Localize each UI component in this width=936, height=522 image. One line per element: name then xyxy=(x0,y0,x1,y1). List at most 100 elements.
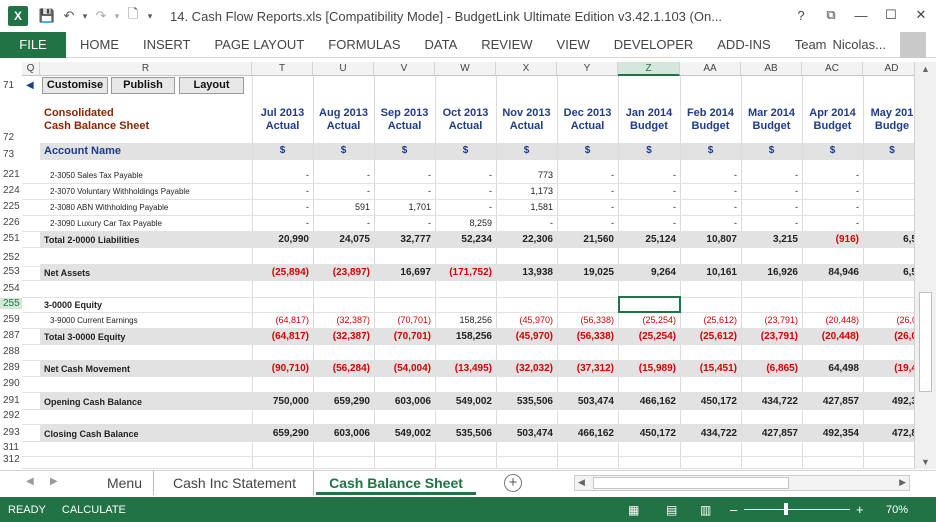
vertical-scrollbar[interactable]: ▲ ▼ xyxy=(914,62,936,469)
table-cell[interactable]: 158,256 xyxy=(455,331,492,342)
table-cell[interactable]: - xyxy=(489,186,492,196)
table-cell[interactable]: (20,448) xyxy=(825,315,859,325)
row-number[interactable]: 290 xyxy=(0,378,22,389)
table-cell[interactable]: 750,000 xyxy=(272,396,309,407)
column-header[interactable]: AD xyxy=(863,62,921,76)
table-cell[interactable]: (20,448) xyxy=(821,331,859,342)
table-cell[interactable]: (32,032) xyxy=(515,363,553,374)
table-cell[interactable]: 659,290 xyxy=(272,428,309,439)
page-break-view-icon[interactable]: ▥ xyxy=(700,502,712,517)
table-cell[interactable]: (56,338) xyxy=(576,331,614,342)
table-cell[interactable]: (6,865) xyxy=(766,363,798,374)
table-cell[interactable]: 6,5 xyxy=(903,267,917,278)
table-cell[interactable]: 450,172 xyxy=(700,396,737,407)
tab-scroll-right-icon[interactable]: ▶ xyxy=(50,476,58,487)
scroll-thumb[interactable] xyxy=(919,292,932,392)
column-header[interactable]: R xyxy=(40,62,252,76)
table-cell[interactable]: 603,006 xyxy=(394,396,431,407)
table-cell[interactable]: (64,817) xyxy=(275,315,309,325)
ribbon-display-icon[interactable]: ⧉ xyxy=(826,7,836,22)
layout-button[interactable]: Layout xyxy=(179,77,244,94)
table-cell[interactable]: 434,722 xyxy=(700,428,737,439)
table-cell[interactable]: 10,161 xyxy=(706,267,737,278)
table-cell[interactable]: 21,560 xyxy=(583,234,614,245)
zoom-in-button[interactable]: + xyxy=(856,502,864,517)
redo-dropdown-icon[interactable]: ▾ xyxy=(114,10,120,21)
table-cell[interactable]: - xyxy=(489,170,492,180)
table-cell[interactable]: 22,306 xyxy=(522,234,553,245)
table-cell[interactable]: (171,752) xyxy=(449,267,492,278)
table-cell[interactable]: 19,025 xyxy=(583,267,614,278)
column-header[interactable]: Y xyxy=(557,62,618,76)
table-cell[interactable]: - xyxy=(611,186,614,196)
table-cell[interactable]: - xyxy=(856,218,859,228)
tab-scroll-left-icon[interactable]: ◀ xyxy=(26,476,34,487)
table-cell[interactable]: (32,387) xyxy=(336,315,370,325)
normal-view-icon[interactable]: ▦ xyxy=(628,502,640,517)
table-cell[interactable]: 10,807 xyxy=(706,234,737,245)
table-cell[interactable]: (25,254) xyxy=(642,315,676,325)
table-cell[interactable]: (25,894) xyxy=(271,267,309,278)
table-cell[interactable]: - xyxy=(367,170,370,180)
table-cell[interactable]: (25,612) xyxy=(703,315,737,325)
row-number[interactable]: 224 xyxy=(0,185,22,196)
table-cell[interactable]: - xyxy=(673,170,676,180)
row-number[interactable]: 253 xyxy=(0,266,22,277)
table-cell[interactable]: 466,162 xyxy=(577,428,614,439)
table-cell[interactable]: 52,234 xyxy=(461,234,492,245)
tab-page-layout[interactable]: PAGE LAYOUT xyxy=(214,37,305,52)
table-cell[interactable]: (916) xyxy=(835,234,859,245)
column-header[interactable]: AA xyxy=(680,62,741,76)
column-header[interactable]: T xyxy=(252,62,313,76)
tab-developer[interactable]: DEVELOPER xyxy=(613,37,694,52)
row-number[interactable]: 225 xyxy=(0,201,22,212)
row-number[interactable]: 252 xyxy=(0,252,22,263)
table-cell[interactable]: (13,495) xyxy=(454,363,492,374)
table-cell[interactable]: 434,722 xyxy=(761,396,798,407)
table-cell[interactable]: (19,4 xyxy=(894,363,917,374)
save-icon[interactable]: 💾 xyxy=(38,8,56,23)
table-cell[interactable]: 591 xyxy=(354,202,370,212)
table-cell[interactable]: - xyxy=(306,170,309,180)
tab-insert[interactable]: INSERT xyxy=(143,37,191,52)
table-cell[interactable]: (45,970) xyxy=(519,315,553,325)
new-sheet-icon[interactable]: + xyxy=(504,474,522,492)
table-cell[interactable]: 16,926 xyxy=(767,267,798,278)
table-cell[interactable]: 9,264 xyxy=(650,267,676,278)
table-cell[interactable]: 24,075 xyxy=(339,234,370,245)
table-cell[interactable]: 84,946 xyxy=(828,267,859,278)
table-cell[interactable]: 13,938 xyxy=(522,267,553,278)
row-number[interactable]: 259 xyxy=(0,314,22,325)
table-cell[interactable]: (37,312) xyxy=(576,363,614,374)
table-cell[interactable]: 20,990 xyxy=(278,234,309,245)
column-header[interactable]: W xyxy=(435,62,496,76)
table-cell[interactable]: (70,701) xyxy=(397,315,431,325)
table-cell[interactable]: - xyxy=(306,202,309,212)
row-number[interactable]: 287 xyxy=(0,330,22,341)
table-cell[interactable]: (56,284) xyxy=(332,363,370,374)
row-number[interactable]: 289 xyxy=(0,362,22,373)
table-cell[interactable]: - xyxy=(673,218,676,228)
column-header[interactable]: AC xyxy=(802,62,863,76)
table-cell[interactable]: (64,817) xyxy=(271,331,309,342)
table-cell[interactable]: - xyxy=(428,218,431,228)
row-number[interactable]: 72 xyxy=(0,132,22,143)
table-cell[interactable]: (23,791) xyxy=(760,331,798,342)
table-cell[interactable]: (25,612) xyxy=(699,331,737,342)
minimize-button[interactable]: — xyxy=(854,7,868,23)
table-cell[interactable]: (15,451) xyxy=(699,363,737,374)
tab-team[interactable]: Team xyxy=(794,37,827,52)
table-cell[interactable]: - xyxy=(734,202,737,212)
table-cell[interactable]: (56,338) xyxy=(580,315,614,325)
maximize-button[interactable]: ☐ xyxy=(885,7,897,22)
table-cell[interactable]: 503,474 xyxy=(516,428,553,439)
scroll-up-icon[interactable]: ▲ xyxy=(921,64,930,74)
zoom-slider[interactable] xyxy=(744,509,850,510)
redo-icon[interactable]: ↷ xyxy=(95,8,107,23)
column-header[interactable]: V xyxy=(374,62,435,76)
row-number[interactable]: 71 xyxy=(0,80,22,91)
table-cell[interactable]: 535,506 xyxy=(516,396,553,407)
row-number[interactable]: 251 xyxy=(0,233,22,244)
customise-button[interactable]: Customise xyxy=(42,77,108,94)
tab-file[interactable]: FILE xyxy=(0,31,66,58)
